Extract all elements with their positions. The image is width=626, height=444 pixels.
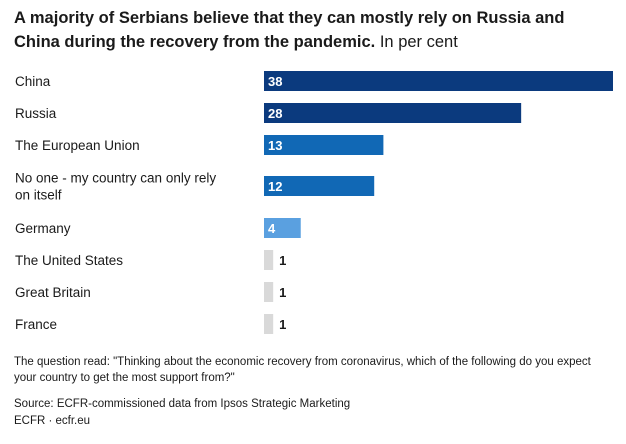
chart-title-main: A majority of Serbians believe that they… (14, 9, 565, 51)
value-label: 28 (268, 106, 282, 121)
category-label: Russia (15, 106, 57, 121)
bar (264, 135, 384, 155)
bar (264, 176, 375, 196)
value-label: 12 (268, 179, 282, 194)
credit-note: ECFR · ecfr.eu (14, 415, 91, 427)
value-label: 1 (279, 253, 286, 268)
category-label: China (15, 74, 51, 89)
bar (264, 218, 301, 238)
bar (264, 71, 613, 91)
category-label: The European Union (15, 138, 140, 153)
chart-title-unit: In per cent (379, 33, 458, 51)
category-label: No one - my country can only rely on itse… (15, 171, 216, 203)
value-label: 1 (279, 317, 286, 332)
question-note: The question read: "Thinking about the e… (14, 356, 591, 384)
bar (264, 103, 522, 123)
bar (264, 282, 274, 302)
category-label: The United States (15, 253, 123, 268)
value-label: 1 (279, 285, 286, 300)
value-label: 38 (268, 74, 282, 89)
chart-title: A majority of Serbians believe that they… (14, 6, 614, 54)
source-note: Source: ECFR-commissioned data from Ipso… (14, 398, 351, 410)
bar (264, 250, 274, 270)
value-label: 4 (268, 221, 276, 236)
category-label: France (15, 317, 57, 332)
category-label: Germany (15, 221, 71, 236)
bar (264, 314, 274, 334)
category-label: Great Britain (15, 285, 91, 300)
value-label: 13 (268, 138, 282, 153)
